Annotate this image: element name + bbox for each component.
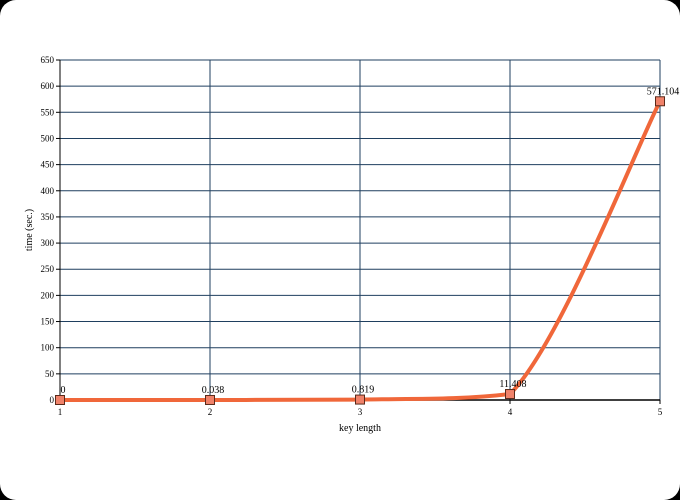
- data-point-marker: [655, 96, 665, 107]
- y-tick-label: 200: [41, 290, 55, 300]
- data-point-marker: [205, 394, 215, 405]
- x-tick-label: 2: [208, 407, 213, 417]
- axes: [56, 59, 661, 404]
- data-label: 571.104: [647, 86, 680, 97]
- y-tick-label: 550: [41, 107, 55, 117]
- x-tick-label: 5: [658, 407, 663, 417]
- x-tick-label: 1: [58, 407, 63, 417]
- y-tick-label: 300: [41, 238, 55, 248]
- series-line: [58, 99, 662, 402]
- y-tick-label: 150: [41, 317, 55, 327]
- y-tick-label: 250: [41, 264, 55, 274]
- y-tick-label: 400: [41, 186, 55, 196]
- y-tick-label: 600: [41, 81, 55, 91]
- y-tick-label: 0: [50, 395, 55, 405]
- data-point-marker: [355, 394, 365, 405]
- y-axis-title: time (sec.): [24, 209, 35, 251]
- x-tick-label: 3: [358, 407, 363, 417]
- data-labels: 0 0.038 0.819 11.408 571.104: [61, 86, 680, 396]
- data-label: 0.038: [202, 385, 225, 396]
- x-tick-label: 4: [508, 407, 513, 417]
- y-tick-labels: 0 50 100 150 200 250 300 350 400 450 500 550 600 650: [41, 55, 55, 405]
- series: [55, 96, 665, 405]
- y-tick-label: 100: [41, 343, 55, 353]
- data-label: 0: [61, 385, 66, 396]
- y-tick-label: 450: [41, 160, 55, 170]
- y-tick-label: 50: [45, 369, 55, 379]
- y-tick-label: 500: [41, 133, 55, 143]
- x-axis-title: key length: [339, 423, 381, 434]
- x-tick-labels: 1 2 3 4 5: [58, 407, 663, 417]
- data-point-marker: [55, 395, 65, 405]
- y-tick-label: 650: [41, 55, 55, 65]
- data-label: 11.408: [499, 379, 526, 390]
- data-label: 0.819: [352, 385, 375, 396]
- data-point-marker: [505, 389, 515, 400]
- grid: [60, 59, 661, 400]
- y-tick-label: 350: [41, 212, 55, 222]
